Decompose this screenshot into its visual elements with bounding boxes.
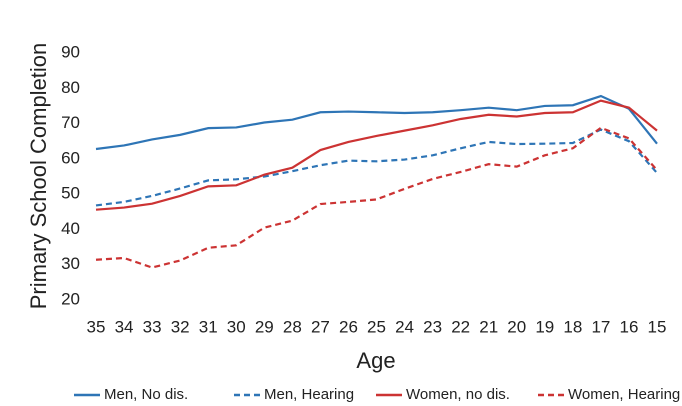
x-tick-label: 29 [255, 317, 274, 336]
x-tick-label: 15 [648, 317, 667, 336]
x-tick-label: 21 [479, 317, 498, 336]
x-tick-label: 31 [199, 317, 218, 336]
legend-label: Women, no dis. [406, 386, 510, 403]
legend-label: Women, Hearing [568, 386, 680, 403]
x-tick-label: 35 [87, 317, 106, 336]
x-tick-label: 24 [395, 317, 414, 336]
y-tick-label: 50 [61, 184, 80, 203]
y-tick-label: 30 [61, 254, 80, 273]
series-line [95, 94, 658, 151]
x-tick-label: 23 [423, 317, 442, 336]
y-tick-label: 70 [61, 113, 80, 132]
legend-label: Men, No dis. [104, 386, 188, 403]
x-tick-label: 32 [171, 317, 190, 336]
y-tick-label: 80 [61, 78, 80, 97]
y-tick-label: 60 [61, 148, 80, 167]
x-tick-label: 26 [339, 317, 358, 336]
series-line [95, 128, 658, 207]
x-tick-label: 33 [143, 317, 162, 336]
x-tick-label: 25 [367, 317, 386, 336]
x-tick-label: 27 [311, 317, 330, 336]
x-tick-label: 16 [619, 317, 638, 336]
y-tick-label: 20 [61, 289, 80, 308]
x-tick-label: 17 [591, 317, 610, 336]
y-tick-label: 90 [61, 42, 80, 61]
x-axis-title: Age [356, 348, 395, 373]
series-line [95, 126, 658, 269]
x-tick-label: 30 [227, 317, 246, 336]
y-tick-label: 40 [61, 219, 80, 238]
x-tick-label: 18 [563, 317, 582, 336]
legend-label: Men, Hearing [264, 386, 354, 403]
x-tick-label: 28 [283, 317, 302, 336]
x-tick-label: 34 [115, 317, 134, 336]
x-tick-label: 19 [535, 317, 554, 336]
series-line [95, 99, 658, 211]
y-axis-title: Primary School Completion [26, 43, 51, 310]
x-tick-label: 22 [451, 317, 470, 336]
x-tick-label: 20 [507, 317, 526, 336]
